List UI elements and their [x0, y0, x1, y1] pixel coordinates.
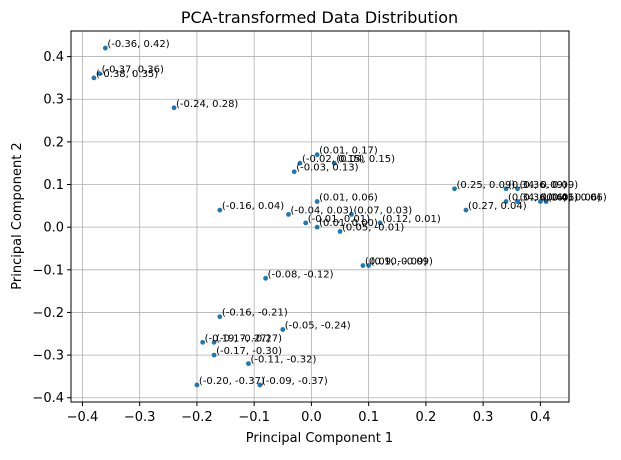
data-point	[211, 339, 217, 345]
data-point	[515, 186, 520, 192]
grid	[71, 31, 569, 402]
data-point	[200, 339, 206, 345]
data-point	[377, 220, 383, 226]
data-point-label: (-0.11, -0.32)	[250, 355, 316, 366]
data-point-label: (-0.16, 0.04)	[222, 201, 284, 212]
data-point	[360, 263, 366, 268]
data-point	[102, 45, 108, 51]
data-point-label: (-0.08, -0.12)	[268, 269, 334, 280]
y-tick-label: 0.0	[43, 221, 64, 236]
data-point	[194, 382, 200, 388]
data-point	[349, 211, 354, 217]
x-tick-label: 0.3	[473, 410, 494, 425]
data-point	[331, 160, 337, 166]
data-point-label: (-0.38, 0.35)	[96, 69, 158, 80]
chart-title: PCA-transformed Data Distribution	[181, 8, 458, 27]
x-tick-label: −0.1	[238, 410, 270, 425]
data-point	[263, 275, 269, 281]
data-point	[543, 199, 549, 204]
data-point-label: (-0.37, 0.36)	[102, 65, 164, 76]
data-point-label: (0.09, -0.09)	[365, 257, 427, 268]
data-point	[217, 207, 223, 213]
y-tick-label: −0.3	[32, 349, 64, 364]
data-point-label: (0.04, 0.15)	[336, 154, 395, 165]
data-point-label: (0.07, 0.03)	[353, 205, 412, 216]
data-point	[515, 199, 520, 204]
data-point-label: (0.36, 0.06)	[519, 193, 578, 204]
data-point-label: (-0.04, 0.03)	[291, 205, 353, 216]
data-point-label: (-0.36, 0.42)	[107, 39, 169, 50]
data-point	[291, 169, 297, 175]
data-point	[452, 186, 457, 192]
data-labels: (-0.36, 0.42) (-0.38, 0.35)(-0.37, 0.36) (…	[96, 39, 607, 387]
data-point	[314, 224, 320, 230]
y-axis-title: Principal Component 2	[10, 142, 25, 289]
y-tick-label: 0.3	[43, 93, 64, 108]
data-point-label: (-0.05, -0.24)	[285, 321, 351, 332]
data-point	[537, 199, 543, 204]
data-point-label: (-0.09, -0.37)	[262, 376, 328, 387]
y-tick-label: −0.1	[32, 263, 64, 278]
data-point	[314, 152, 320, 158]
data-point	[211, 352, 217, 358]
y-tick-label: 0.4	[43, 50, 64, 65]
data-point-label: (0.34, 0.06)	[508, 193, 567, 204]
data-point-label: (-0.01, 0.01)	[308, 214, 370, 225]
data-point-label: (-0.03, 0.13)	[296, 163, 358, 174]
x-tick-label: −0.3	[124, 410, 156, 425]
y-tick-label: 0.2	[43, 135, 64, 150]
data-point-label: (0.01, 0.17)	[319, 146, 378, 157]
data-point	[463, 207, 469, 213]
y-tick-label: −0.4	[32, 391, 64, 406]
data-point	[303, 220, 309, 226]
data-point	[297, 160, 303, 166]
data-point	[314, 199, 320, 204]
data-point-label: (0.05, -0.01)	[342, 222, 404, 233]
x-tick-label: 0.4	[530, 410, 551, 425]
data-point-label: (0.40, 0.06)	[542, 193, 601, 204]
data-point-label: (0.12, 0.01)	[382, 214, 441, 225]
data-point-label: (0.36, 0.09)	[519, 180, 578, 191]
data-point-label: (0.34, 0.09)	[508, 180, 567, 191]
data-point-label: (-0.17, -0.27)	[216, 333, 282, 344]
data-point	[286, 211, 291, 217]
data-point	[366, 263, 372, 268]
data-point	[97, 71, 103, 77]
data-point	[246, 361, 251, 367]
data-point-label: (0.25, 0.09)	[457, 180, 516, 191]
data-point-label: (-0.20, -0.37)	[199, 376, 265, 387]
data-point-label: (0.01, 0.06)	[319, 193, 378, 204]
data-point-label: (0.27, 0.04)	[468, 201, 527, 212]
x-tick-label: −0.4	[67, 410, 99, 425]
data-point	[217, 314, 223, 320]
x-tick-label: 0.1	[358, 410, 379, 425]
x-tick-label: −0.2	[181, 410, 213, 425]
data-point-label: (0.41, 0.06)	[548, 193, 607, 204]
data-point	[503, 199, 509, 204]
data-point-label: (-0.17, -0.30)	[216, 346, 282, 357]
y-tick-label: −0.2	[32, 306, 64, 321]
data-point-label: (0.10, -0.09)	[371, 257, 433, 268]
data-point	[503, 186, 509, 192]
data-point	[337, 229, 343, 234]
data-point	[280, 327, 286, 332]
axes-frame	[70, 30, 570, 403]
y-tick-label: 0.1	[43, 178, 64, 193]
x-axis-title: Principal Component 1	[246, 431, 393, 446]
data-point-label: (-0.24, 0.28)	[176, 99, 238, 110]
data-point-label: (-0.16, -0.21)	[222, 308, 288, 319]
data-point	[257, 382, 263, 388]
data-point	[171, 105, 177, 111]
axis-ticks: −0.4 −0.3 −0.2 −0.1 0.0 0.1 0.2 0.3 0.4 0.4 0.3 0.2…	[32, 50, 550, 425]
x-tick-label: 0.2	[416, 410, 437, 425]
data-points	[91, 45, 549, 388]
x-tick-label: 0.0	[301, 410, 322, 425]
data-point-label: (-0.19, -0.27)	[205, 333, 271, 344]
data-point-label: (0.01, 0.00)	[319, 218, 378, 229]
data-point	[91, 75, 97, 81]
data-point-label: (-0.02, 0.15)	[302, 154, 364, 165]
